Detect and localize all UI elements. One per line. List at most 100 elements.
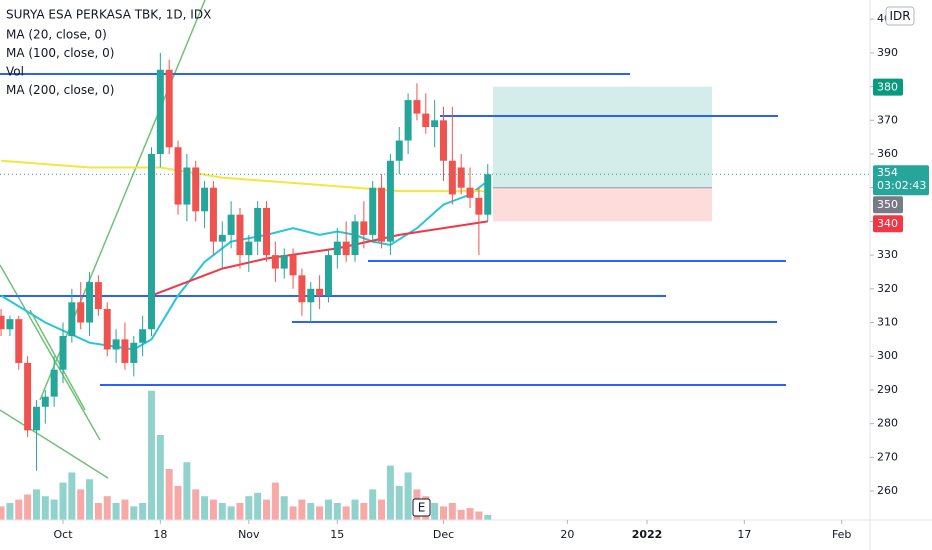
volume-bar [209, 499, 217, 520]
volume-bar [139, 503, 147, 520]
volume-bar [130, 506, 138, 520]
candle-body [254, 207, 262, 242]
x-tick-label: Nov [238, 528, 260, 541]
ma-line [1, 159, 488, 193]
candle-body [174, 147, 182, 205]
currency-badge [885, 6, 915, 26]
stop-badge-label: 340 [877, 217, 898, 230]
legend-entry: Vol [6, 65, 24, 79]
candle-body [333, 241, 341, 256]
candle-body [386, 160, 394, 242]
candle-body [289, 255, 297, 276]
candle-body [68, 302, 76, 336]
y-tick-label: 270 [877, 450, 898, 463]
candle-body [24, 362, 32, 431]
candle-body [0, 315, 5, 330]
volume-bar [254, 492, 262, 520]
volume-bar [395, 486, 403, 520]
candle-body [112, 339, 120, 350]
countdown-label: 03:02:43 [877, 179, 926, 192]
volume-bar [24, 494, 32, 520]
candle-body [50, 369, 58, 397]
candle-body [15, 319, 23, 363]
volume-bar [15, 499, 23, 520]
volume-bar [439, 506, 447, 520]
chart-title: SURYA ESA PERKASA TBK, 1D, IDX [6, 8, 211, 22]
x-tick-label: 15 [330, 528, 344, 541]
y-tick-label: 310 [877, 316, 898, 329]
volume-bar [342, 506, 350, 520]
entry-badge-label: 350 [877, 198, 898, 211]
candle-body [245, 241, 253, 256]
candle-body [139, 329, 147, 343]
volume-bar [298, 499, 306, 520]
volume-bar [103, 496, 111, 520]
volume-bar [351, 499, 359, 520]
volume-bar [86, 479, 94, 520]
candle-body [448, 160, 456, 195]
candle-body [324, 255, 332, 296]
candle-body [431, 120, 439, 128]
candle-body [192, 167, 200, 212]
candle-body [404, 100, 412, 141]
candle-body [59, 335, 67, 370]
legend-entry: MA (20, close, 0) [6, 28, 107, 42]
volume-bar [316, 506, 324, 520]
candle-body [86, 282, 94, 323]
volume-bar [333, 503, 341, 520]
entry-badge [873, 196, 903, 214]
x-tick-label: Oct [53, 528, 73, 541]
candle-body [298, 275, 306, 303]
candle-body [156, 69, 164, 155]
candle-body [378, 187, 386, 242]
volume-bar [94, 503, 102, 520]
volume-bar [174, 486, 182, 520]
volume-bar [431, 503, 439, 520]
volume-bar [236, 503, 244, 520]
volume-bar [227, 506, 235, 520]
candle-body [103, 309, 111, 350]
trend-line [29, 309, 86, 411]
volume-bar [218, 503, 226, 520]
candle-body [130, 342, 138, 363]
volume-bar [369, 489, 377, 520]
candle-body [271, 255, 279, 269]
candle-body [147, 154, 155, 330]
volume-bar [280, 496, 288, 520]
x-tick-label: 18 [153, 528, 167, 541]
volume-bar [147, 390, 155, 520]
volume-bar [59, 482, 67, 520]
trend-line [0, 264, 101, 441]
x-tick-label: 20 [560, 528, 574, 541]
legend-entry: MA (200, close, 0) [6, 83, 114, 97]
candle-body [6, 319, 14, 330]
ma-line [151, 220, 488, 297]
volume-bar [165, 469, 173, 520]
candle-body [263, 207, 271, 256]
volume-bar [263, 499, 271, 520]
y-tick-label: 360 [877, 147, 898, 160]
volume [0, 390, 492, 520]
candle-body [183, 167, 191, 205]
candle-body [121, 339, 129, 363]
x-tick-label: Feb [832, 528, 851, 541]
y-tick-label: 300 [877, 349, 898, 362]
x-tick-label: Dec [433, 528, 454, 541]
y-tick-label: 320 [877, 282, 898, 295]
candle-body [209, 187, 217, 242]
volume-bar [245, 496, 253, 520]
candle-body [165, 69, 173, 148]
volume-bar [324, 499, 332, 520]
volume-bar [475, 511, 483, 520]
volume-bar [404, 472, 412, 520]
candle-body [316, 288, 324, 296]
legend-entry: MA (100, close, 0) [6, 46, 114, 60]
candle-body [484, 174, 492, 215]
volume-bar [121, 499, 129, 520]
candle-body [236, 214, 244, 256]
candle-body [32, 406, 40, 431]
candle-body [422, 113, 430, 128]
volume-bar [77, 489, 85, 520]
volume-bar [112, 503, 120, 520]
